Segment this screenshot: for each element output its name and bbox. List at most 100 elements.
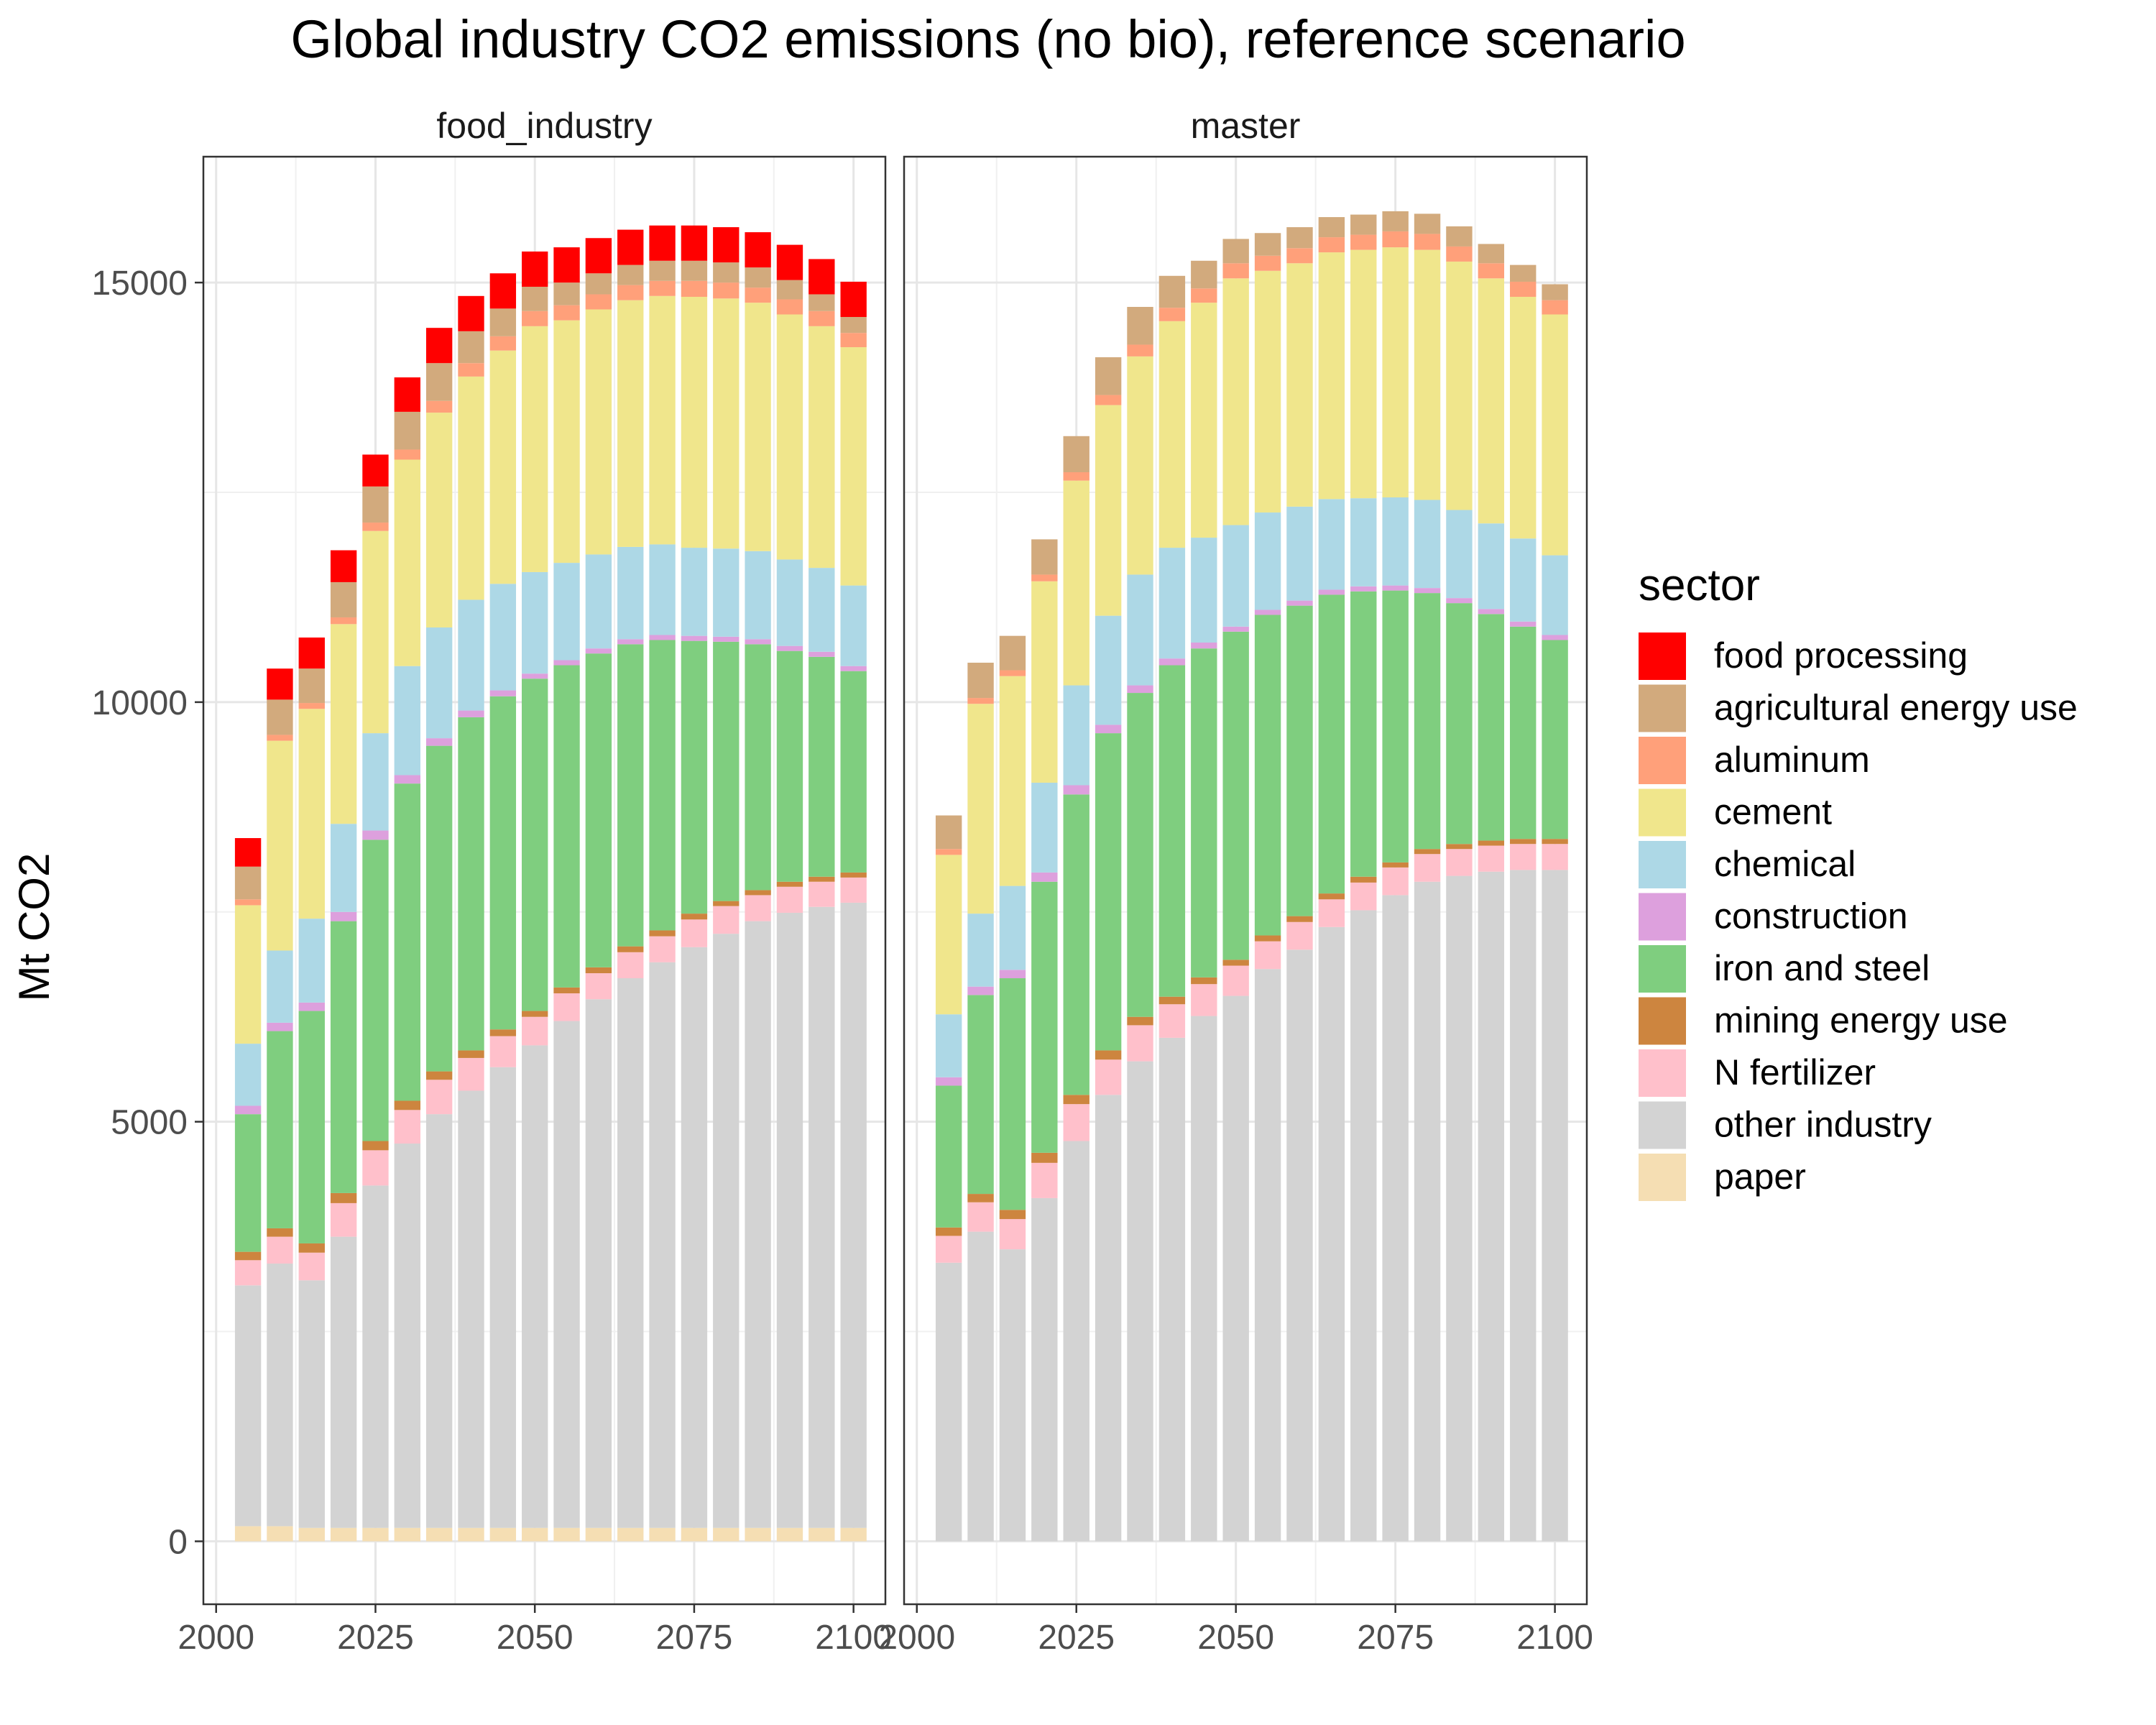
bar-segment-nfert-2075 — [681, 919, 708, 947]
bar-segment-agri-2070 — [1350, 214, 1377, 235]
bar-segment-other-2075 — [681, 947, 708, 1528]
bar-segment-cem-2055 — [1254, 270, 1281, 513]
bar-segment-mining-2060 — [1286, 916, 1313, 922]
bar-segment-nfert-2055 — [1254, 941, 1281, 970]
bar-segment-chem-2005 — [234, 1044, 262, 1106]
bar-segment-other-2080 — [1414, 881, 1441, 1542]
bar-segment-agri-2010 — [267, 699, 293, 735]
bar-segment-nfert-2025 — [1063, 1104, 1089, 1141]
bar-segment-cem-2090 — [776, 314, 803, 560]
bar-segment-iron-2095 — [1510, 626, 1537, 840]
bar-segment-other-2050 — [522, 1045, 548, 1528]
bar-segment-cem-2045 — [489, 350, 517, 584]
bar-segment-cem-2030 — [1095, 405, 1122, 616]
bar-segment-chem-2030 — [394, 666, 420, 776]
bar-segment-iron-2090 — [776, 650, 803, 882]
bar-segment-const-2070 — [1350, 586, 1377, 592]
bar-segment-chem-2035 — [425, 627, 453, 739]
x-tick-label: 2100 — [1516, 1619, 1593, 1657]
bar-segment-mining-2100 — [840, 872, 867, 878]
bar-segment-iron-2070 — [1350, 591, 1377, 877]
bar-segment-alum-2065 — [1318, 237, 1345, 253]
bar-segment-food-2095 — [808, 259, 835, 295]
bar-segment-iron-2045 — [1191, 648, 1217, 978]
chart-title: Global industry CO2 emissions (no bio), … — [290, 9, 1685, 69]
bar-segment-const-2035 — [425, 738, 453, 746]
bar-segment-agri-2090 — [1478, 244, 1505, 264]
bar-segment-const-2070 — [649, 635, 676, 640]
bar-segment-const-2060 — [585, 648, 612, 654]
bar-segment-paper-2025 — [362, 1527, 389, 1542]
bar-segment-nfert-2025 — [362, 1150, 389, 1186]
bar-segment-agri-2045 — [489, 308, 517, 336]
bar-segment-iron-2025 — [362, 840, 389, 1141]
bar-segment-mining-2090 — [776, 881, 803, 887]
bar-segment-nfert-2040 — [1158, 1004, 1186, 1038]
bar-segment-chem-2020 — [330, 824, 357, 912]
bar-segment-cem-2100 — [840, 347, 867, 586]
bar-segment-food-2055 — [553, 247, 580, 283]
bar-segment-iron-2095 — [808, 656, 835, 877]
bar-segment-chem-2050 — [522, 571, 548, 674]
bar-segment-nfert-2010 — [967, 1202, 994, 1232]
bar-segment-alum-2005 — [234, 899, 262, 906]
bar-segment-mining-2030 — [394, 1100, 420, 1110]
bar-segment-nfert-2065 — [1318, 899, 1345, 927]
bar-segment-other-2090 — [1478, 871, 1505, 1542]
bar-segment-cem-2035 — [425, 413, 453, 627]
panel-border — [903, 155, 1588, 1606]
bar-segment-agri-2035 — [425, 363, 453, 401]
bar-segment-const-2050 — [522, 673, 548, 679]
bar-segment-alum-2080 — [713, 282, 740, 299]
x-tick-label: 2025 — [337, 1619, 414, 1657]
bar-segment-chem-2100 — [840, 585, 867, 666]
bar-segment-agri-2065 — [617, 264, 644, 285]
legend-swatch-alum — [1639, 737, 1686, 784]
bar-segment-agri-2005 — [234, 866, 262, 900]
bar-segment-food-2090 — [776, 244, 803, 280]
bar-segment-chem-2040 — [1158, 548, 1186, 659]
bar-segment-agri-2040 — [458, 331, 484, 364]
bar-segment-nfert-2035 — [1127, 1025, 1153, 1062]
bar-segment-iron-2015 — [298, 1011, 325, 1243]
bar-segment-mining-2085 — [745, 890, 771, 896]
bar-segment-iron-2065 — [617, 644, 644, 947]
bar-segment-alum-2025 — [1063, 472, 1089, 481]
bar-segment-chem-2055 — [1254, 512, 1281, 610]
bar-segment-nfert-2080 — [1414, 854, 1441, 882]
legend-label-mining: mining energy use — [1714, 1000, 2008, 1041]
bar-segment-nfert-2040 — [458, 1057, 484, 1091]
bar-segment-other-2025 — [1063, 1141, 1089, 1542]
bar-segment-alum-2050 — [1222, 263, 1249, 279]
legend-label-iron: iron and steel — [1714, 948, 1930, 988]
bar-segment-const-2080 — [713, 636, 740, 642]
bar-segment-other-2085 — [1446, 875, 1473, 1542]
bar-segment-alum-2035 — [1127, 344, 1153, 356]
bar-segment-other-2020 — [1031, 1197, 1058, 1542]
panel-master: master 2000 2025 2050 2075 2100 — [878, 106, 1593, 1657]
bar-segment-cem-2065 — [617, 300, 644, 547]
bar-segment-other-2070 — [1350, 910, 1377, 1542]
legend-label-chem: chemical — [1714, 844, 1856, 884]
bar-segment-food-2020 — [330, 550, 357, 582]
bar-segment-mining-2075 — [681, 914, 708, 920]
bar-segment-agri-2010 — [967, 663, 994, 699]
bar-segment-const-2010 — [967, 986, 994, 995]
bar-segment-alum-2080 — [1414, 234, 1441, 250]
bar-segment-chem-2020 — [1031, 782, 1058, 873]
bar-segment-other-2045 — [1191, 1016, 1217, 1542]
bar-segment-paper-2015 — [298, 1527, 325, 1542]
bar-segment-other-2060 — [585, 999, 612, 1528]
bar-segment-food-2070 — [649, 225, 676, 261]
bar-segment-other-2010 — [967, 1231, 994, 1542]
bar-segment-iron-2045 — [489, 696, 517, 1030]
bar-segment-agri-2005 — [935, 815, 962, 850]
bar-segment-cem-2080 — [1414, 249, 1441, 500]
bar-segment-chem-2060 — [585, 554, 612, 649]
bar-segment-agri-2050 — [1222, 239, 1249, 264]
bar-segment-agri-2025 — [362, 486, 389, 523]
bar-segment-alum-2025 — [362, 523, 389, 531]
bar-segment-mining-2095 — [1510, 839, 1537, 845]
bar-segment-const-2085 — [745, 639, 771, 645]
bar-segment-other-2070 — [649, 962, 676, 1528]
